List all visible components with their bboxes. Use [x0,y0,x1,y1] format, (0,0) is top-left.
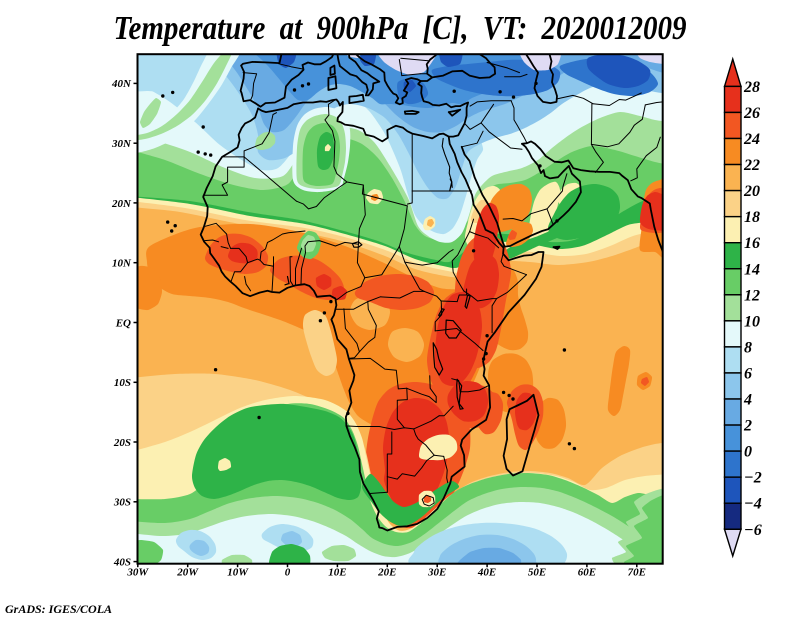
svg-text:−2: −2 [744,470,762,487]
svg-text:70E: 70E [628,567,646,579]
svg-text:30E: 30E [427,567,446,579]
svg-text:12: 12 [744,287,760,304]
svg-text:10E: 10E [328,567,346,579]
svg-text:10N: 10N [112,258,132,270]
svg-text:20W: 20W [176,567,199,579]
svg-text:20S: 20S [113,437,131,449]
svg-text:24: 24 [743,131,760,148]
svg-text:50E: 50E [528,567,546,579]
svg-text:0: 0 [744,444,752,461]
svg-text:20E: 20E [377,567,396,579]
svg-text:14: 14 [744,261,760,278]
svg-text:8: 8 [744,339,752,356]
svg-text:EQ: EQ [115,317,131,329]
svg-text:20N: 20N [111,198,132,210]
svg-text:28: 28 [743,79,760,96]
svg-text:10W: 10W [227,567,249,579]
svg-text:20: 20 [743,183,760,200]
svg-text:10S: 10S [114,377,131,389]
svg-text:0: 0 [285,567,291,579]
svg-text:40E: 40E [477,567,496,579]
svg-text:30W: 30W [126,567,149,579]
svg-text:40N: 40N [111,78,132,90]
svg-text:10: 10 [744,313,760,330]
svg-text:18: 18 [744,209,760,226]
svg-text:−6: −6 [744,522,762,539]
svg-text:30S: 30S [113,497,131,509]
svg-text:4: 4 [743,392,752,409]
svg-text:−4: −4 [744,496,762,513]
svg-text:16: 16 [744,235,760,252]
svg-text:60E: 60E [578,567,596,579]
svg-text:26: 26 [743,105,760,122]
svg-text:6: 6 [744,365,752,382]
svg-text:30N: 30N [111,138,132,150]
svg-text:40S: 40S [113,556,131,568]
svg-text:22: 22 [743,157,760,174]
svg-text:2: 2 [743,418,752,435]
